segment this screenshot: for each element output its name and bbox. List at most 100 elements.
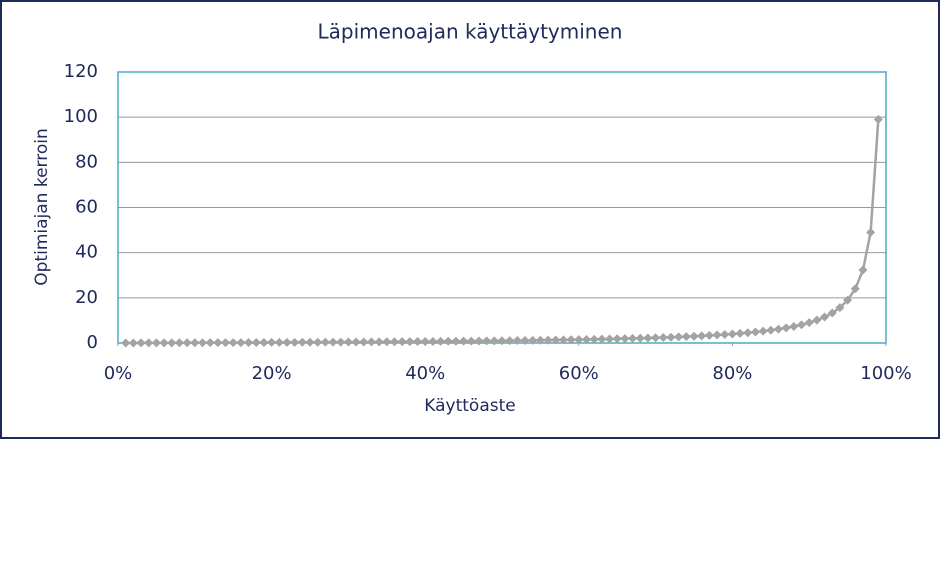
data-point [605, 334, 615, 344]
data-point [259, 337, 269, 347]
data-point [620, 334, 630, 344]
y-tick-label: 0 [87, 332, 98, 353]
chart-frame [0, 0, 940, 439]
chart-title: Läpimenoajan käyttäytyminen [318, 20, 623, 44]
data-point [612, 334, 622, 344]
data-point [820, 312, 830, 322]
data-point [651, 333, 661, 343]
x-tick-label: 0% [104, 363, 133, 384]
data-point [804, 318, 814, 328]
data-point [766, 325, 776, 335]
data-point [366, 337, 376, 347]
x-tick-label: 80% [712, 363, 752, 384]
data-point [558, 335, 568, 345]
data-point [190, 338, 200, 348]
data-point [543, 335, 553, 345]
data-point [359, 337, 369, 347]
data-point [413, 337, 423, 347]
data-point [236, 338, 246, 348]
data-point [174, 338, 184, 348]
data-point [336, 337, 346, 347]
data-point [643, 333, 653, 343]
data-point [405, 337, 415, 347]
y-tick-label: 20 [75, 287, 98, 308]
data-point [197, 338, 207, 348]
data-point [835, 303, 845, 313]
data-point [505, 336, 515, 346]
data-point [144, 338, 154, 348]
data-point [597, 334, 607, 344]
data-point [666, 332, 676, 342]
data-point [151, 338, 161, 348]
data-point [589, 334, 599, 344]
data-point [305, 337, 315, 347]
data-point [343, 337, 353, 347]
data-point [351, 337, 361, 347]
data-point [128, 338, 138, 348]
data-point [320, 337, 330, 347]
data-point [267, 337, 277, 347]
data-point [159, 338, 169, 348]
data-point [512, 336, 522, 346]
data-point [389, 337, 399, 347]
x-tick-label: 60% [559, 363, 599, 384]
data-point [720, 330, 730, 340]
data-point [681, 332, 691, 342]
data-point [121, 338, 131, 348]
data-point [689, 331, 699, 341]
data-point [658, 332, 668, 342]
data-point [581, 334, 591, 344]
data-point [535, 335, 545, 345]
data-point [858, 265, 868, 275]
data-point [528, 335, 538, 345]
data-point [221, 338, 231, 348]
data-point [497, 336, 507, 346]
data-point [282, 337, 292, 347]
y-tick-label: 80 [75, 151, 98, 172]
data-point [850, 284, 860, 294]
data-point [773, 324, 783, 334]
data-point [712, 330, 722, 340]
data-point [474, 336, 484, 346]
data-point [827, 308, 837, 318]
data-point [781, 323, 791, 333]
data-point [136, 338, 146, 348]
data-point [167, 338, 177, 348]
x-tick-label: 40% [405, 363, 445, 384]
data-point [727, 329, 737, 339]
data-point [697, 331, 707, 341]
data-point [789, 321, 799, 331]
data-point [812, 315, 822, 325]
data-point [274, 337, 284, 347]
data-point [635, 333, 645, 343]
data-point [420, 336, 430, 346]
data-point [482, 336, 492, 346]
data-point [213, 338, 223, 348]
data-point [574, 335, 584, 345]
data-point [290, 337, 300, 347]
data-point [797, 320, 807, 330]
data-point [297, 337, 307, 347]
data-point [466, 336, 476, 346]
data-point [735, 328, 745, 338]
data-point [843, 295, 853, 305]
data-point [566, 335, 576, 345]
y-tick-label: 100 [64, 106, 98, 127]
y-tick-label: 60 [75, 197, 98, 218]
data-point [758, 326, 768, 336]
data-point [451, 336, 461, 346]
data-point [443, 336, 453, 346]
data-point [328, 337, 338, 347]
data-point [251, 338, 261, 348]
data-point [743, 328, 753, 338]
data-point [873, 114, 883, 124]
y-axis-label: Optimiajan kerroin [32, 128, 52, 285]
data-point [428, 336, 438, 346]
data-point [866, 227, 876, 237]
data-point [205, 338, 215, 348]
data-point [459, 336, 469, 346]
data-point [313, 337, 323, 347]
data-point [228, 338, 238, 348]
data-point [750, 327, 760, 337]
